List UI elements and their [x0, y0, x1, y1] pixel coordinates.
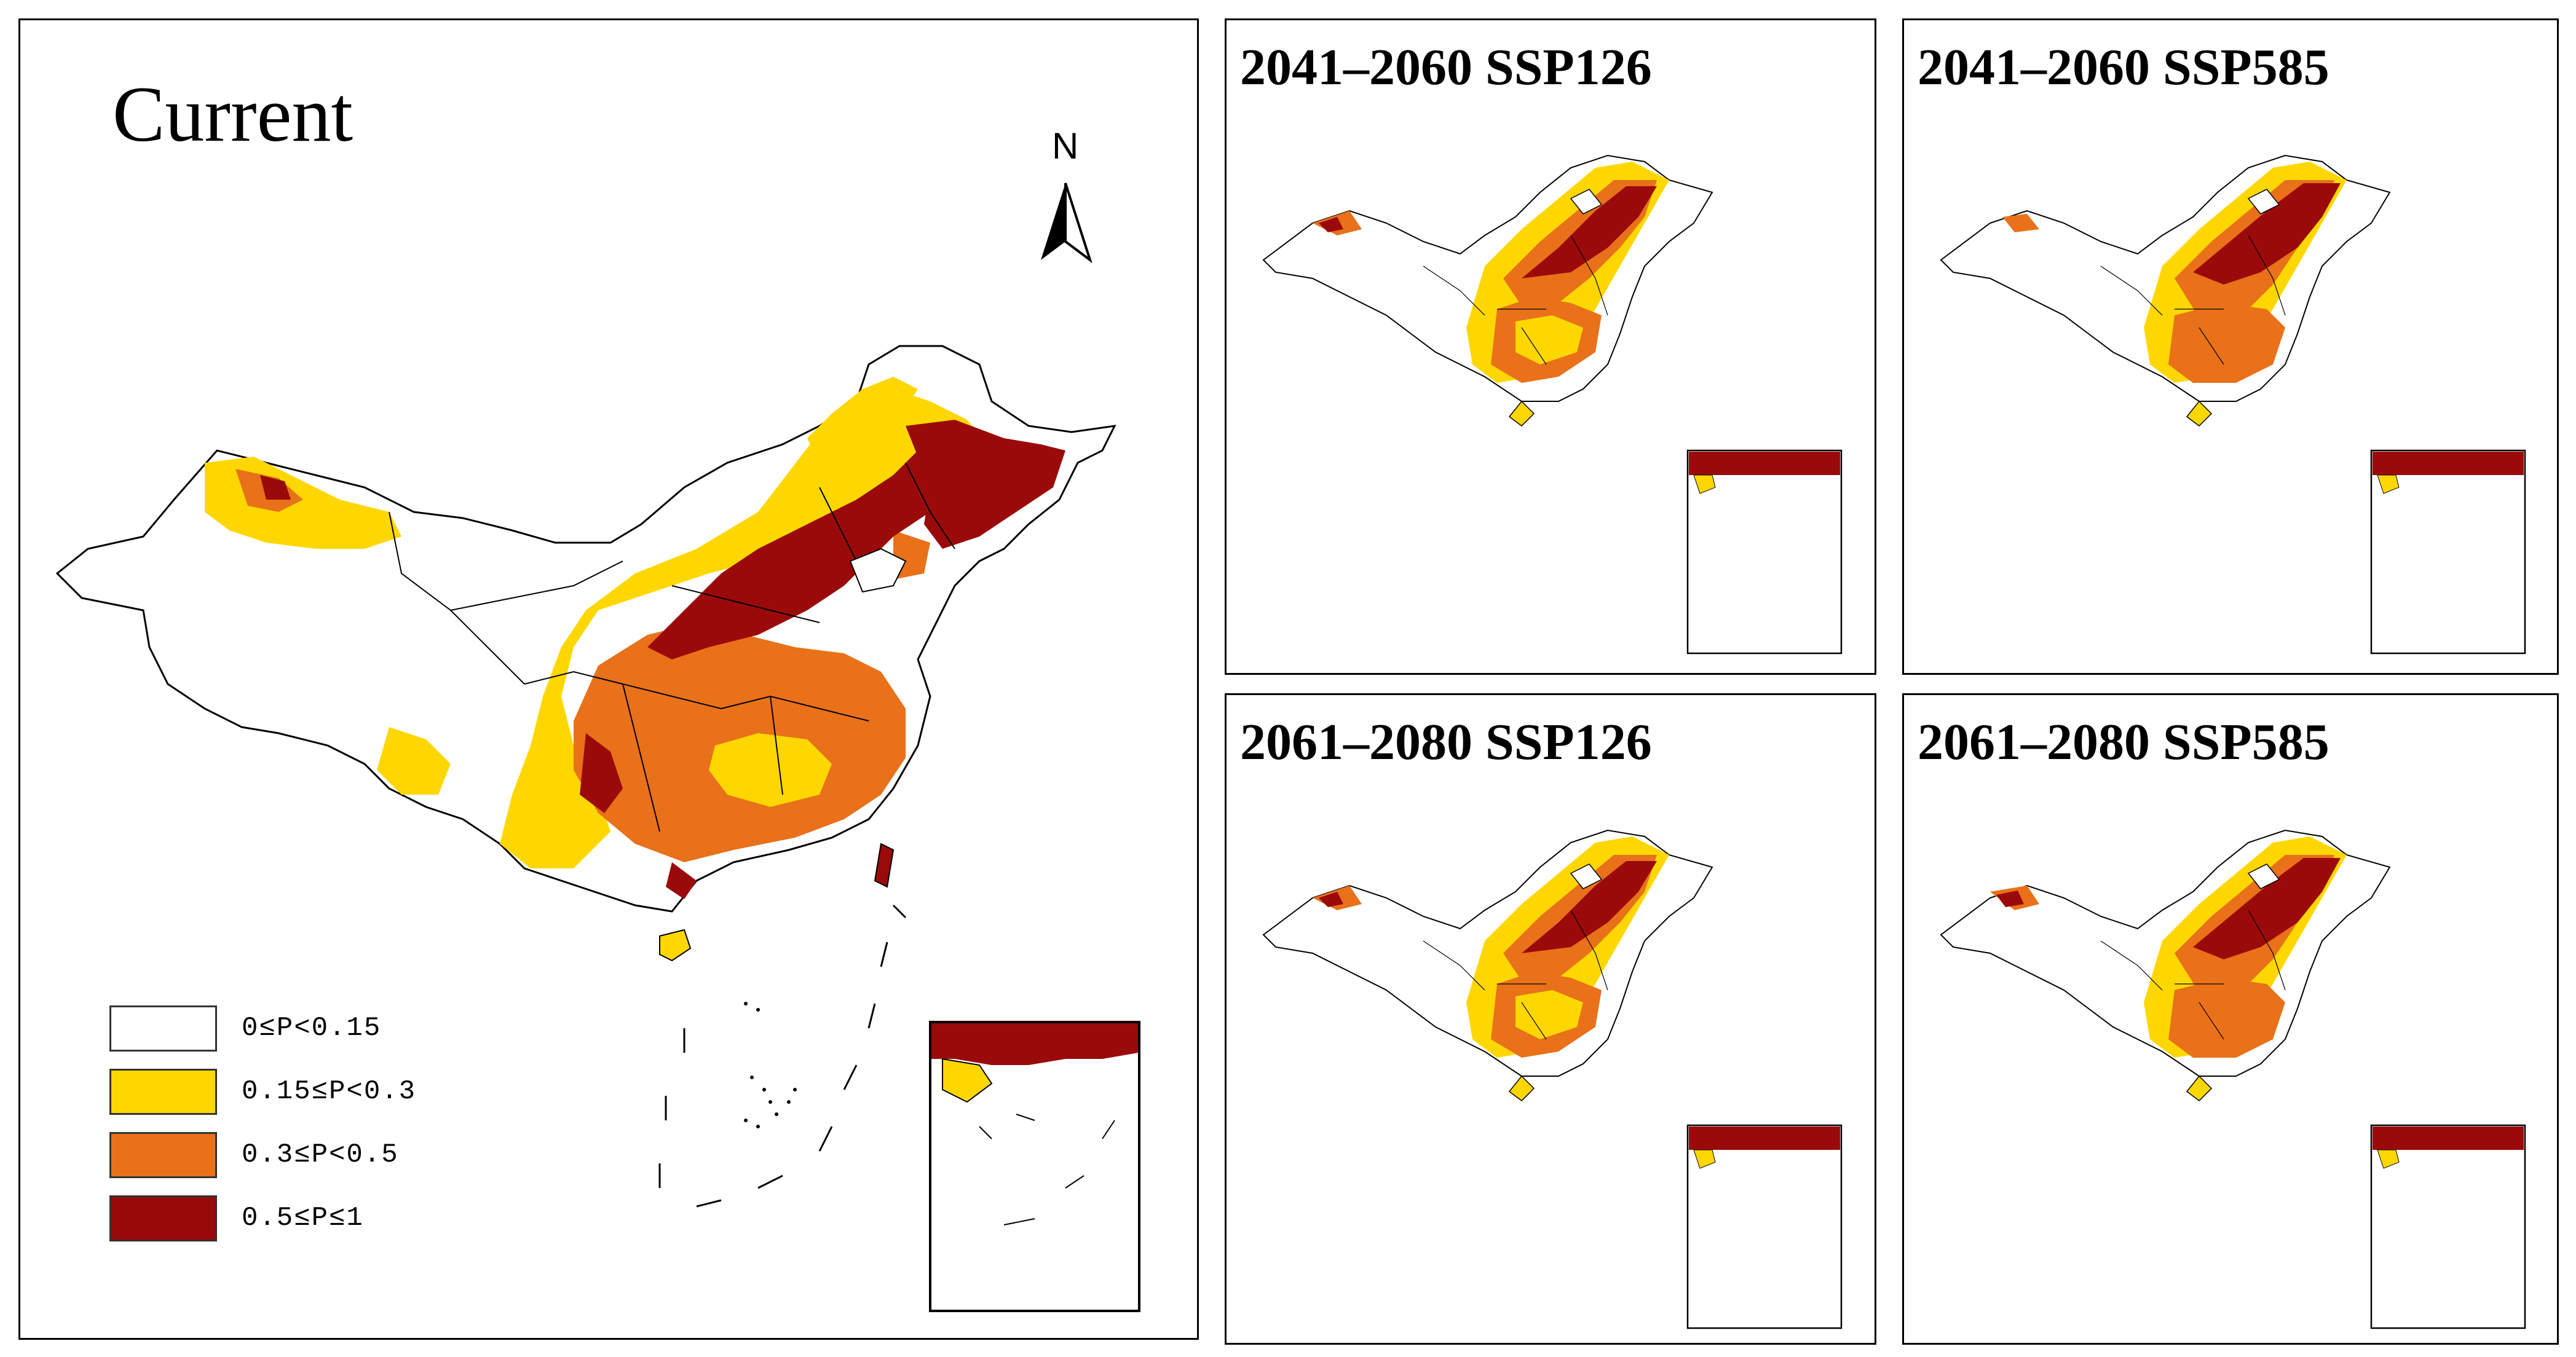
panel-2041-2060-ssp126: 2041–2060 SSP126: [1225, 18, 1876, 675]
legend-swatch: [109, 1068, 217, 1115]
china-map: [1262, 154, 1843, 655]
legend-label: 0≤P<0.15: [242, 1013, 382, 1044]
panel-title: 2041–2060 SSP126: [1240, 39, 1652, 96]
legend-item: 0.15≤P<0.3: [109, 1067, 416, 1116]
panel-2061-2080-ssp126: 2061–2080 SSP126: [1225, 693, 1876, 1345]
legend-swatch: [109, 1195, 217, 1241]
panel-2041-2060-ssp585: 2041–2060 SSP585: [1902, 18, 2559, 675]
panel-current: Current N: [18, 18, 1199, 1340]
legend-label: 0.5≤P≤1: [242, 1203, 364, 1233]
panel-title: 2041–2060 SSP585: [1918, 39, 2329, 96]
legend-item: 0≤P<0.15: [109, 1004, 416, 1053]
legend-label: 0.15≤P<0.3: [242, 1076, 417, 1107]
north-arrow-icon: [1041, 183, 1092, 264]
panel-title: 2061–2080 SSP585: [1918, 714, 2329, 771]
north-label: N: [1052, 125, 1079, 167]
legend: 0≤P<0.15 0.15≤P<0.3 0.3≤P<0.5 0.5≤P≤1: [109, 1004, 416, 1257]
china-map: [55, 345, 1140, 1312]
china-map: [1940, 154, 2526, 655]
panel-2061-2080-ssp585: 2061–2080 SSP585: [1902, 693, 2559, 1345]
legend-swatch: [109, 1005, 217, 1052]
legend-swatch: [109, 1131, 217, 1178]
legend-item: 0.5≤P≤1: [109, 1194, 416, 1243]
china-map: [1940, 829, 2526, 1329]
china-map: [1262, 829, 1843, 1329]
legend-item: 0.3≤P<0.5: [109, 1130, 416, 1179]
panel-title-current: Current: [113, 71, 353, 158]
panel-title: 2061–2080 SSP126: [1240, 714, 1652, 771]
legend-label: 0.3≤P<0.5: [242, 1139, 399, 1170]
